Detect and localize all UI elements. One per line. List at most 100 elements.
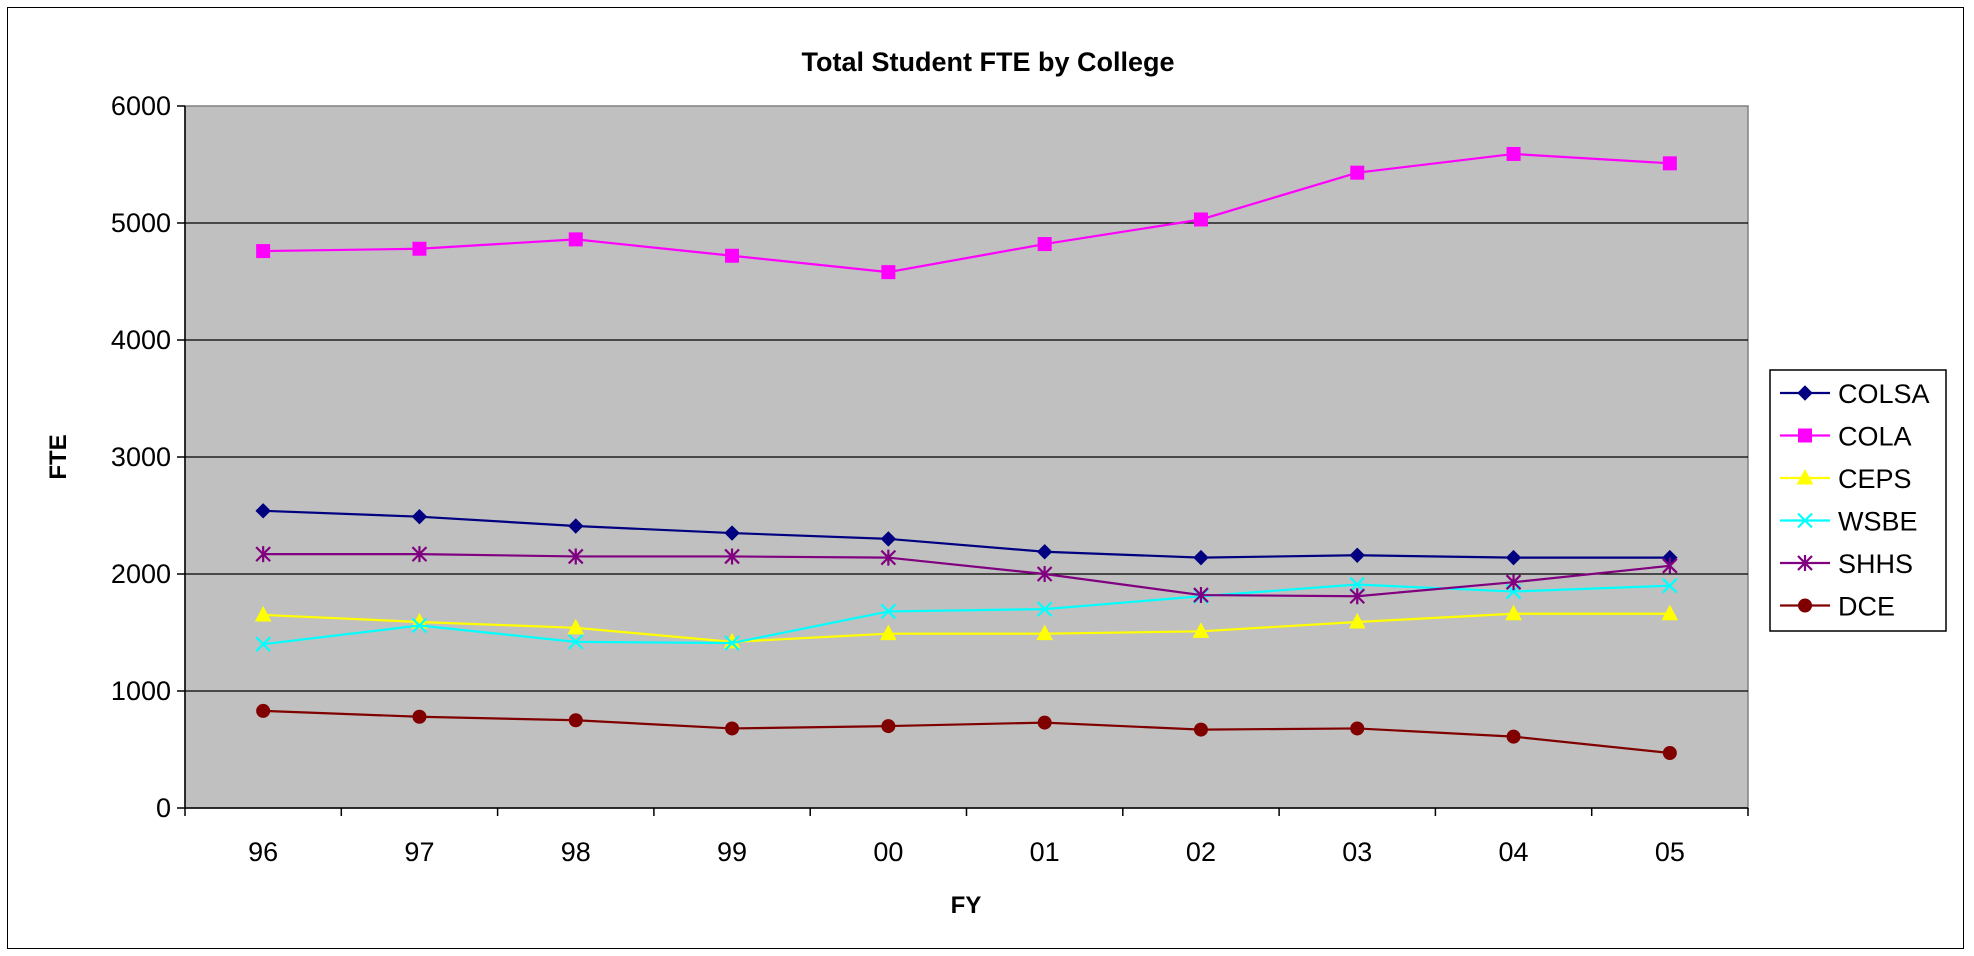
series-line-dce — [263, 709, 1670, 755]
data-point-ceps — [1036, 624, 1053, 641]
y-tick-label: 1000 — [111, 676, 171, 706]
legend-item-dce: DCE — [1780, 592, 1895, 622]
legend-item-shhs: SHHS — [1780, 549, 1913, 579]
x-tick-label: 00 — [873, 837, 903, 867]
data-point-cola — [1037, 237, 1052, 252]
legend-item-colsa: COLSA — [1780, 379, 1930, 409]
series-shhs — [255, 546, 1678, 605]
y-tick-label: 3000 — [111, 442, 171, 472]
data-point-wsbe — [1349, 576, 1366, 593]
series-dce — [256, 703, 1677, 761]
data-point-colsa — [1505, 549, 1522, 566]
data-point-cola — [725, 248, 740, 263]
data-point-wsbe — [1662, 577, 1678, 594]
data-point-shhs — [880, 549, 897, 566]
legend-marker — [1797, 385, 1813, 401]
gridlines — [185, 222, 1748, 692]
y-axis-label: FTE — [45, 434, 72, 479]
data-point-colsa — [255, 503, 271, 519]
data-point-ceps — [1348, 612, 1366, 629]
data-point-colsa — [1349, 547, 1365, 563]
data-point-colsa — [568, 518, 584, 534]
data-point-ceps — [1192, 622, 1210, 638]
data-point-shhs — [1662, 557, 1678, 574]
data-point-dce — [1193, 722, 1208, 737]
data-point-dce — [881, 719, 896, 734]
legend-label: COLSA — [1838, 379, 1930, 409]
data-point-cola — [412, 241, 427, 256]
series-line-colsa — [263, 509, 1670, 559]
chart-title: Total Student FTE by College — [801, 47, 1174, 77]
data-point-ceps — [1661, 604, 1679, 621]
data-point-dce — [1037, 715, 1052, 730]
legend-marker — [1796, 468, 1814, 485]
data-point-wsbe — [411, 617, 428, 634]
series-line-cola — [263, 152, 1670, 274]
legend: COLSA COLA CEPS WSBE SHHS DCE — [1769, 369, 1947, 632]
data-point-ceps — [254, 605, 272, 622]
y-tick-label: 5000 — [111, 208, 171, 238]
legend-label: CEPS — [1838, 464, 1912, 494]
series-line-shhs — [263, 553, 1670, 598]
data-point-shhs — [1036, 566, 1053, 582]
x-axis-label: FY — [951, 892, 982, 919]
legend-label: SHHS — [1838, 549, 1913, 579]
x-tick-label: 96 — [248, 837, 278, 867]
data-point-wsbe — [724, 635, 740, 651]
data-point-wsbe — [880, 603, 897, 620]
data-point-dce — [1350, 721, 1365, 736]
series-cola — [256, 146, 1677, 280]
data-point-shhs — [255, 546, 271, 563]
x-tick-label: 05 — [1655, 837, 1685, 867]
data-point-colsa — [1036, 544, 1053, 560]
series-line-ceps — [263, 612, 1670, 643]
data-point-shhs — [1505, 574, 1522, 591]
data-point-shhs — [567, 548, 584, 565]
legend-box — [1769, 369, 1947, 632]
y-tick-label: 0 — [156, 793, 171, 823]
data-point-dce — [1506, 729, 1521, 744]
legend-marker — [1798, 428, 1812, 443]
data-point-wsbe — [1036, 601, 1053, 617]
data-point-cola — [1662, 156, 1677, 171]
data-point-wsbe — [567, 634, 584, 650]
data-point-cola — [256, 244, 271, 259]
axes: 0 1000 2000 3000 4000 5000 6000 96 97 98 99 00 01 02 0… — [111, 91, 1749, 867]
data-point-ceps — [567, 618, 585, 635]
series-line-wsbe — [263, 583, 1670, 646]
data-point-shhs — [411, 546, 428, 563]
legend-label: DCE — [1838, 592, 1895, 622]
data-point-dce — [568, 713, 583, 728]
data-point-dce — [725, 721, 740, 736]
legend-item-wsbe: WSBE — [1780, 507, 1918, 537]
series-colsa — [255, 503, 1678, 566]
data-point-shhs — [1349, 588, 1366, 605]
y-tick-label: 6000 — [111, 91, 171, 121]
data-point-ceps — [880, 624, 897, 641]
data-point-cola — [568, 232, 583, 247]
legend-label: COLA — [1838, 422, 1912, 452]
legend-item-ceps: CEPS — [1780, 464, 1912, 494]
series-layer — [254, 146, 1679, 761]
data-point-shhs — [724, 548, 740, 565]
y-tick-label: 4000 — [111, 325, 171, 355]
x-tick-label: 99 — [717, 837, 747, 867]
data-point-colsa — [1193, 549, 1209, 566]
data-point-colsa — [411, 508, 428, 525]
x-tick-label: 01 — [1030, 837, 1060, 867]
data-point-cola — [1193, 212, 1208, 227]
data-point-cola — [881, 265, 896, 280]
legend-marker — [1797, 512, 1813, 529]
data-point-shhs — [1193, 587, 1209, 604]
legend-marker — [1797, 555, 1813, 571]
data-point-cola — [1506, 146, 1521, 161]
data-point-wsbe — [255, 636, 271, 652]
data-point-colsa — [724, 525, 740, 541]
legend-label: WSBE — [1838, 507, 1918, 537]
data-point-dce — [1662, 746, 1677, 761]
x-tick-label: 98 — [561, 837, 591, 867]
x-tick-label: 03 — [1342, 837, 1372, 867]
legend-marker — [1798, 598, 1812, 613]
series-ceps — [254, 604, 1679, 649]
